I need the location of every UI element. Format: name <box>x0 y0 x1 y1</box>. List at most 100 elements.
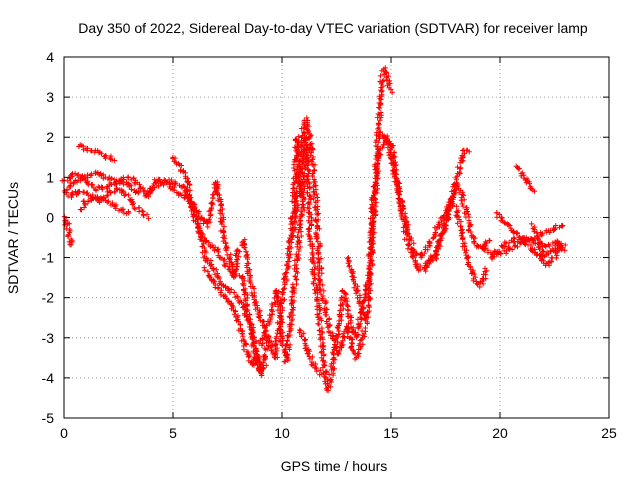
data-point <box>364 319 370 325</box>
data-point <box>241 304 247 310</box>
data-point <box>249 327 256 333</box>
data-point <box>367 251 373 257</box>
data-point <box>557 244 563 250</box>
data-point <box>82 202 88 208</box>
data-point <box>454 203 460 210</box>
data-point <box>256 355 262 361</box>
data-point <box>344 329 350 335</box>
data-point <box>377 105 383 111</box>
data-point <box>120 207 126 213</box>
data-point <box>306 123 312 129</box>
data-point <box>312 204 318 210</box>
data-point <box>273 291 279 297</box>
data-point <box>129 201 136 208</box>
data-point <box>336 328 342 334</box>
data-point <box>244 317 250 323</box>
data-point <box>475 243 482 250</box>
data-point <box>377 117 383 123</box>
data-point <box>315 260 321 266</box>
data-point <box>120 181 126 187</box>
data-point <box>255 366 262 372</box>
data-point <box>108 153 114 159</box>
data-point <box>377 73 384 79</box>
data-point <box>372 175 379 182</box>
data-point <box>100 197 106 203</box>
data-point <box>324 380 331 386</box>
data-point <box>263 362 269 369</box>
data-point <box>128 199 135 205</box>
data-point <box>367 296 373 302</box>
data-point <box>308 150 314 156</box>
data-point <box>299 211 305 218</box>
data-point <box>344 298 350 304</box>
data-point <box>373 137 379 143</box>
data-point <box>196 230 202 236</box>
data-point <box>494 210 500 216</box>
data-point <box>441 222 447 228</box>
data-point <box>306 228 312 234</box>
data-point <box>379 78 386 84</box>
data-point <box>109 175 115 182</box>
data-point <box>288 297 294 303</box>
data-point <box>429 254 435 260</box>
data-point <box>176 162 183 168</box>
data-point <box>215 197 221 203</box>
data-point <box>556 247 562 253</box>
y-tick-label: -2 <box>42 290 55 306</box>
data-point <box>366 263 372 269</box>
data-point <box>442 216 448 222</box>
data-point <box>338 317 345 323</box>
data-point <box>187 182 193 188</box>
data-point <box>257 308 263 314</box>
data-point <box>337 307 343 313</box>
data-point <box>341 297 347 303</box>
data-point <box>215 191 221 197</box>
data-point <box>558 240 564 247</box>
data-point <box>350 347 356 353</box>
data-point <box>310 272 316 278</box>
data-point <box>531 249 538 255</box>
data-point <box>172 155 178 161</box>
data-point <box>284 262 290 269</box>
data-point <box>307 356 313 362</box>
series-arc-6 <box>77 194 132 217</box>
data-point <box>457 166 463 172</box>
data-point <box>348 344 354 350</box>
data-point <box>287 243 293 249</box>
data-point <box>274 345 280 351</box>
data-point <box>312 290 318 296</box>
data-point <box>213 267 219 273</box>
data-point <box>243 297 249 304</box>
data-point <box>511 236 517 242</box>
data-point <box>205 273 212 279</box>
data-point <box>74 179 80 185</box>
data-point <box>455 220 461 226</box>
data-point <box>458 219 464 225</box>
data-point <box>459 230 465 236</box>
data-point <box>346 258 352 264</box>
data-point <box>234 256 240 263</box>
data-point <box>313 199 319 205</box>
data-point <box>234 247 240 253</box>
data-point <box>247 267 253 273</box>
data-point <box>273 335 279 341</box>
data-point <box>389 145 395 151</box>
data-point <box>322 312 328 318</box>
data-point <box>518 173 524 179</box>
data-point <box>323 299 329 305</box>
data-point <box>299 159 305 165</box>
data-point <box>413 264 419 270</box>
data-point <box>529 221 535 227</box>
data-point <box>112 189 118 195</box>
data-points <box>59 65 568 393</box>
data-point <box>338 341 344 347</box>
data-point <box>282 350 288 356</box>
data-point <box>220 257 226 263</box>
data-point <box>313 236 320 242</box>
data-point <box>374 130 380 136</box>
data-point <box>427 239 433 245</box>
data-point <box>424 263 430 269</box>
data-point <box>113 185 120 191</box>
data-point <box>539 248 546 254</box>
data-point <box>299 142 305 148</box>
